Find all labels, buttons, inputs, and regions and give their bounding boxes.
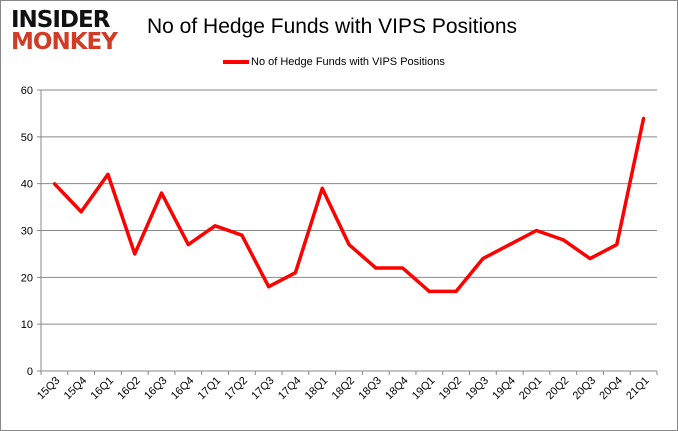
data-point — [186, 243, 190, 247]
y-tick-label: 20 — [21, 272, 33, 284]
x-tick-label: 16Q3 — [142, 375, 170, 403]
data-point — [642, 116, 646, 120]
data-point — [106, 172, 110, 176]
logo-line2: MONKEY — [11, 29, 118, 55]
data-point — [79, 210, 83, 214]
chart-title: No of Hedge Funds with VIPS Positions — [147, 15, 518, 38]
x-tick-label: 17Q4 — [276, 375, 304, 403]
y-tick-label: 0 — [27, 366, 33, 378]
x-tick-label: 20Q1 — [517, 375, 545, 403]
x-tick-label: 17Q2 — [222, 375, 250, 403]
legend-label: No of Hedge Funds with VIPS Positions — [251, 56, 445, 68]
y-tick-label: 60 — [21, 85, 33, 97]
x-tick-label: 19Q1 — [410, 375, 438, 403]
data-point — [454, 289, 458, 293]
data-point — [588, 257, 592, 261]
data-point — [240, 233, 244, 237]
x-tick-label: 16Q2 — [115, 375, 143, 403]
data-point — [561, 238, 565, 242]
insider-monkey-logo: INSIDER MONKEY — [11, 7, 118, 55]
x-tick-label: 20Q4 — [597, 375, 625, 403]
y-tick-label: 30 — [21, 226, 33, 238]
x-tick-label: 15Q3 — [35, 375, 63, 403]
data-point — [508, 243, 512, 247]
legend-swatch — [223, 60, 249, 64]
data-point — [52, 182, 56, 186]
data-point — [320, 186, 324, 190]
x-tick-label: 17Q3 — [249, 375, 277, 403]
x-tick-label: 18Q2 — [330, 375, 358, 403]
x-tick-label: 21Q1 — [624, 375, 652, 403]
data-point — [267, 285, 271, 289]
y-tick-label: 40 — [21, 179, 33, 191]
data-point — [293, 271, 297, 275]
x-tick-label: 20Q2 — [544, 375, 572, 403]
x-tick-label: 18Q1 — [303, 375, 331, 403]
x-tick-label: 16Q4 — [169, 375, 197, 403]
data-point — [427, 289, 431, 293]
data-point — [401, 266, 405, 270]
data-point — [160, 191, 164, 195]
legend: No of Hedge Funds with VIPS Positions — [223, 56, 445, 68]
data-point — [615, 243, 619, 247]
x-tick-label: 16Q1 — [89, 375, 117, 403]
x-tick-label: 19Q4 — [490, 375, 518, 403]
data-point — [213, 224, 217, 228]
data-point — [481, 257, 485, 261]
x-tick-label: 15Q4 — [62, 375, 90, 403]
y-tick-label: 50 — [21, 132, 33, 144]
x-tick-label: 18Q4 — [383, 375, 411, 403]
logo-line1: INSIDER — [11, 7, 110, 33]
x-tick-label: 19Q3 — [464, 375, 492, 403]
y-tick-label: 10 — [21, 319, 33, 331]
x-tick-label: 17Q1 — [196, 375, 224, 403]
data-point — [347, 243, 351, 247]
data-point — [534, 229, 538, 232]
x-tick-label: 19Q2 — [437, 375, 465, 403]
series-line — [53, 117, 646, 294]
data-point — [133, 252, 137, 256]
x-tick-label: 18Q3 — [356, 375, 384, 403]
x-tick-label: 20Q3 — [571, 375, 599, 403]
data-point — [374, 266, 378, 270]
